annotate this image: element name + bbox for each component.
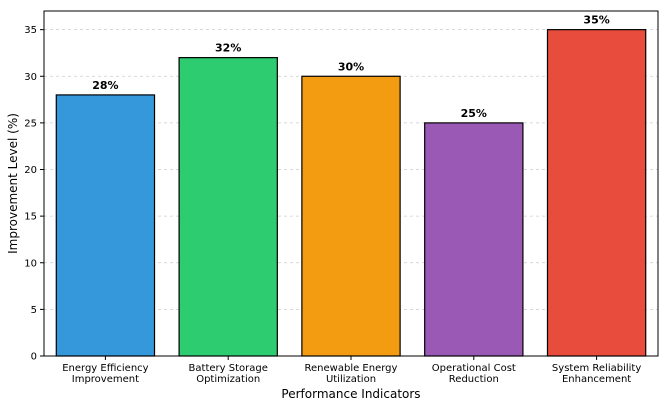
x-tick-label-1: Energy Efficiency Improvement (62, 363, 148, 385)
x-tick-label-4: Operational Cost Reduction (432, 363, 516, 385)
data-labels: 28% 32% 30% 25% 35% (92, 14, 610, 120)
x-tick-label-3: Renewable Energy Utilization (305, 363, 398, 385)
bar-value-label-3: 30% (338, 60, 364, 73)
bar-5 (546, 29, 647, 357)
y-tick-label-5: 5 (31, 305, 37, 316)
y-tick-label-15: 15 (24, 212, 37, 223)
y-axis-title: Improvement Level (%) (6, 113, 20, 254)
y-tick-label-25: 25 (24, 118, 37, 129)
bar-1 (55, 94, 156, 357)
x-tick-label-line: Enhancement (562, 374, 631, 385)
bar-2 (178, 57, 278, 357)
bar-4 (424, 122, 524, 357)
y-tick-label-35: 35 (24, 25, 37, 36)
x-tick-label-line: Renewable Energy (305, 363, 398, 374)
x-tick-label-5: System Reliability Enhancement (552, 363, 641, 385)
x-axis-title: Performance Indicators (281, 387, 420, 401)
y-axis: 0 5 10 15 20 25 30 35 (24, 25, 44, 363)
y-tick-label-20: 20 (24, 165, 37, 176)
bar-value-label-5: 35% (583, 14, 609, 27)
y-tick-label-30: 30 (24, 72, 37, 83)
y-tick-label-10: 10 (24, 258, 37, 269)
plot-frame (43, 10, 659, 357)
x-tick-label-line: Optimization (196, 374, 260, 385)
x-tick-label-line: Reduction (449, 374, 499, 385)
x-tick-label-2: Battery Storage Optimization (189, 363, 268, 385)
x-tick-label-line: Operational Cost (432, 363, 516, 374)
x-tick-label-line: Battery Storage (189, 363, 268, 374)
bar-value-label-4: 25% (461, 107, 487, 120)
x-tick-label-line: Energy Efficiency (62, 363, 148, 374)
x-axis: Energy Efficiency Improvement Battery Stor… (62, 356, 641, 385)
x-tick-label-line: System Reliability (552, 363, 641, 374)
bar-value-label-1: 28% (92, 79, 118, 92)
bar-value-label-2: 32% (215, 42, 241, 55)
y-tick-label-0: 0 (31, 352, 37, 363)
bar-3 (301, 75, 401, 357)
x-tick-label-line: Improvement (72, 374, 139, 385)
x-tick-label-line: Utilization (326, 374, 376, 385)
bars (55, 29, 647, 357)
